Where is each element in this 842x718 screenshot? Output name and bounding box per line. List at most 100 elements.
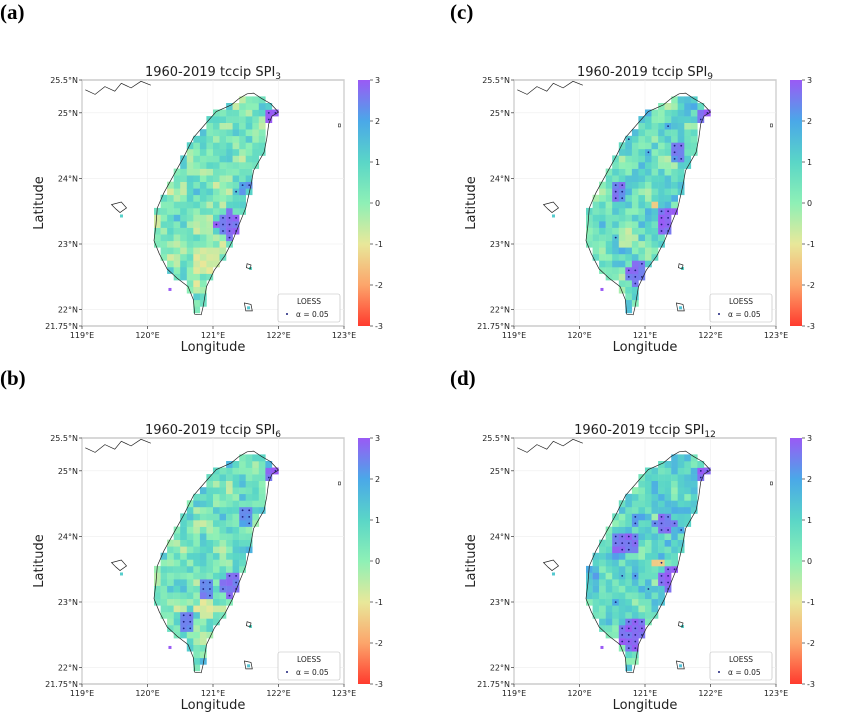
significance-dot [228, 217, 231, 219]
heatmap-cell [612, 592, 619, 600]
heatmap-cell [213, 148, 220, 156]
x-tick-label: 122°E [266, 331, 290, 340]
heatmap-cell [625, 651, 633, 659]
heatmap-cell [252, 500, 260, 508]
x-tick-label: 122°E [698, 331, 722, 340]
heatmap-cell [167, 605, 174, 613]
heatmap-cell [206, 533, 214, 540]
heatmap-cell [605, 168, 613, 176]
heatmap-cell [160, 201, 168, 209]
significance-dot [235, 581, 238, 584]
heatmap-cell [226, 487, 233, 495]
heatmap-cell [618, 280, 626, 287]
significance-dot [673, 151, 676, 154]
heatmap-cell [671, 539, 678, 547]
heatmap-cell [219, 194, 227, 202]
significance-dot [667, 516, 669, 518]
y-tick-label: 21.75°N [477, 322, 510, 331]
heatmap-cell [651, 221, 659, 228]
heatmap-cell [265, 467, 273, 475]
heatmap-cell [160, 572, 168, 580]
significance-dot [673, 158, 676, 160]
heatmap-cell [193, 625, 201, 632]
y-tick-label: 25°N [490, 467, 510, 476]
heatmap-cell [226, 129, 233, 137]
heatmap-cell [658, 546, 665, 554]
heatmap-cell [213, 142, 220, 150]
heatmap-cell [631, 299, 639, 307]
heatmap-cell [213, 467, 220, 475]
panel-label: (d) [450, 366, 476, 390]
heatmap-cell [599, 253, 606, 261]
heatmap-cell [671, 188, 678, 196]
heatmap-cell [245, 168, 253, 176]
heatmap-cell [625, 585, 633, 593]
heatmap-cell [651, 579, 659, 586]
colorbar-tick-label: 3 [375, 434, 380, 443]
heatmap-cell [612, 201, 619, 209]
heatmap-cell [206, 611, 214, 619]
heatmap-cell [180, 513, 187, 521]
colorbar-tick-label: -2 [807, 639, 815, 648]
heatmap-cell [193, 260, 201, 268]
heatmap-cell [193, 247, 201, 255]
significance-dot [634, 627, 637, 630]
x-tick-label: 123°E [332, 331, 356, 340]
heatmap-cell [252, 474, 260, 481]
heatmap-cell [631, 201, 639, 209]
heatmap-cell [645, 214, 652, 222]
heatmap-cell [206, 175, 214, 182]
heatmap-cell [631, 579, 639, 586]
heatmap-cell [645, 487, 652, 495]
heatmap-cell [186, 148, 194, 156]
heatmap-cell [173, 168, 181, 176]
heatmap-cell [638, 247, 646, 255]
heatmap-cell [160, 247, 168, 255]
heatmap-cell [173, 611, 181, 619]
heatmap-cell [658, 539, 665, 547]
heatmap-cell [618, 592, 626, 600]
heatmap-cell [605, 175, 613, 182]
heatmap-cell [586, 214, 593, 222]
heatmap-cell [206, 474, 214, 481]
colorbar-tick-label: 0 [807, 557, 812, 566]
y-tick-label: 24°N [58, 532, 78, 541]
significance-dot [241, 509, 244, 512]
chart-title: 1960-2019 tccip SPI3 [145, 65, 281, 82]
significance-dot [654, 522, 656, 525]
significance-dot [699, 476, 702, 479]
heatmap-cell [232, 181, 240, 189]
heatmap-cell [226, 480, 233, 488]
heatmap-cell [605, 533, 613, 540]
heatmap-cell [199, 142, 207, 150]
heatmap-cell [605, 592, 613, 600]
heatmap-cell [252, 155, 260, 163]
heatmap-cell [658, 148, 665, 156]
heatmap-cell [213, 546, 220, 554]
islet-outline [338, 123, 341, 128]
significance-dot [222, 217, 224, 219]
significance-dot [248, 522, 251, 525]
heatmap-cell [180, 592, 187, 600]
heatmap-cell [625, 181, 633, 189]
heatmap-cell [206, 181, 214, 189]
heatmap-cell [638, 142, 646, 150]
heatmap-cell [645, 221, 652, 228]
heatmap-cell [160, 605, 168, 613]
heatmap-cell [252, 467, 260, 475]
significance-dot [660, 516, 663, 518]
heatmap-cell [173, 267, 181, 274]
heatmap-cell [193, 493, 201, 501]
heatmap-cell [631, 148, 639, 156]
heatmap-cell [213, 526, 220, 534]
heatmap-cell [645, 234, 652, 242]
significance-dot [235, 223, 238, 226]
heatmap-cell [180, 221, 187, 228]
heatmap-cell [631, 155, 639, 163]
heatmap-cell [645, 181, 652, 189]
heatmap-cell [226, 506, 233, 514]
heatmap-cell [199, 188, 207, 196]
heatmap-cell [618, 286, 626, 294]
heatmap-cell [612, 546, 619, 554]
